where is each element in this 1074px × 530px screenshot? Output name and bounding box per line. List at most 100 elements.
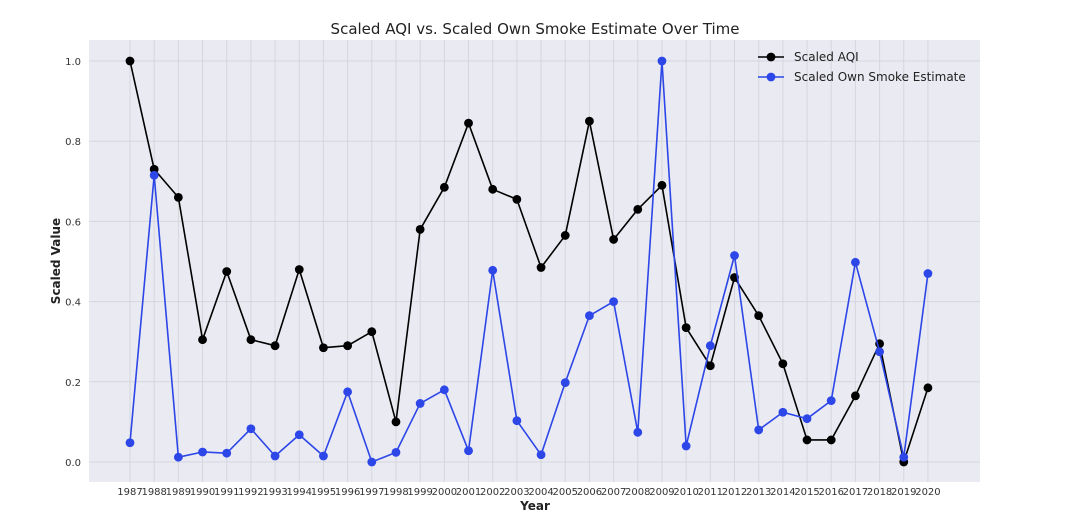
- data-point: [754, 425, 764, 435]
- series-1: [125, 56, 933, 467]
- data-point: [246, 335, 256, 345]
- data-point: [149, 170, 159, 180]
- data-point: [125, 438, 135, 448]
- data-point: [246, 424, 256, 434]
- y-tick-label: 0.0: [65, 458, 81, 469]
- x-tick-label: 1997: [359, 487, 384, 498]
- data-point: [343, 387, 353, 397]
- data-point: [802, 414, 812, 424]
- data-point: [343, 341, 353, 351]
- data-point: [536, 263, 546, 272]
- x-tick-label: 1996: [335, 487, 360, 498]
- y-axis-label: Scaled Value: [49, 218, 63, 304]
- data-point: [778, 359, 788, 369]
- data-point: [294, 265, 304, 274]
- x-tick-label: 1994: [287, 487, 312, 498]
- data-point: [826, 396, 836, 406]
- x-tick-label: 1987: [117, 487, 142, 498]
- data-point: [294, 430, 304, 440]
- x-tick-label: 2004: [528, 487, 553, 498]
- x-tick-label: 2005: [553, 487, 578, 498]
- x-tick-label: 2017: [843, 487, 868, 498]
- data-point: [415, 225, 425, 234]
- x-tick-label: 2012: [722, 487, 747, 498]
- grid-lines: [89, 40, 980, 482]
- x-tick-label: 1989: [166, 487, 191, 498]
- data-point: [439, 385, 449, 395]
- data-point: [681, 441, 691, 451]
- legend-marker: [766, 72, 776, 82]
- x-tick-label: 2001: [456, 487, 481, 498]
- data-point: [391, 417, 401, 427]
- legend-marker: [766, 52, 776, 62]
- data-point: [536, 450, 546, 460]
- x-tick-label: 1988: [141, 487, 166, 498]
- data-point: [319, 343, 328, 353]
- x-tick-label: 2009: [649, 487, 674, 498]
- data-point: [560, 231, 570, 240]
- legend-label: Scaled AQI: [794, 50, 859, 64]
- data-point: [367, 457, 377, 467]
- y-tick-labels: 0.0 0.2 0.4 0.6 0.8 1.0: [65, 57, 81, 469]
- data-point: [488, 184, 498, 194]
- x-tick-label: 2003: [504, 487, 529, 498]
- data-point: [464, 446, 473, 456]
- data-point: [633, 427, 643, 437]
- y-tick-label: 0.8: [65, 137, 81, 148]
- data-point: [585, 311, 594, 321]
- data-point: [609, 297, 618, 306]
- data-point: [899, 452, 909, 462]
- data-point: [464, 118, 473, 128]
- y-tick-label: 0.2: [65, 378, 81, 389]
- data-point: [512, 194, 522, 204]
- data-point: [754, 311, 764, 321]
- data-point: [222, 267, 232, 276]
- data-point: [923, 269, 933, 278]
- x-tick-label: 2000: [432, 487, 457, 498]
- data-point: [730, 251, 739, 260]
- data-point: [439, 182, 449, 192]
- y-tick-label: 0.6: [65, 217, 81, 228]
- data-point: [488, 265, 498, 275]
- data-point: [851, 257, 860, 267]
- x-tick-label: 1999: [407, 487, 432, 498]
- data-point: [802, 435, 812, 445]
- x-tick-label: 2008: [625, 487, 650, 498]
- series-lines: [125, 56, 933, 467]
- data-point: [270, 451, 280, 461]
- data-point: [367, 327, 377, 337]
- x-tick-label: 2002: [480, 487, 505, 498]
- x-tick-label: 1993: [262, 487, 287, 498]
- data-point: [391, 447, 401, 457]
- data-point: [705, 341, 715, 351]
- data-point: [270, 341, 280, 351]
- data-point: [222, 448, 232, 458]
- x-tick-label: 1990: [190, 487, 215, 498]
- y-tick-label: 0.4: [65, 298, 81, 309]
- data-point: [560, 378, 570, 388]
- x-tick-label: 1995: [311, 487, 336, 498]
- data-point: [657, 56, 667, 66]
- x-tick-label: 2016: [818, 487, 843, 498]
- series-line: [129, 60, 929, 463]
- x-tick-label: 1991: [214, 487, 239, 498]
- legend: Scaled AQI Scaled Own Smoke Estimate: [758, 50, 966, 84]
- x-tick-label: 2018: [867, 487, 892, 498]
- x-tick-labels: 1987198819891990199119921993199419951996…: [117, 487, 940, 498]
- data-point: [512, 416, 522, 426]
- data-point: [826, 435, 836, 445]
- data-point: [705, 361, 715, 371]
- data-point: [198, 447, 207, 457]
- x-tick-label: 2007: [601, 487, 626, 498]
- plot-area: [89, 40, 980, 482]
- data-point: [851, 391, 860, 401]
- data-point: [125, 56, 135, 66]
- y-tick-label: 1.0: [65, 57, 81, 68]
- data-point: [149, 164, 159, 174]
- data-point: [173, 452, 183, 462]
- x-tick-label: 2015: [794, 487, 819, 498]
- data-point: [173, 192, 183, 202]
- x-tick-label: 1992: [238, 487, 263, 498]
